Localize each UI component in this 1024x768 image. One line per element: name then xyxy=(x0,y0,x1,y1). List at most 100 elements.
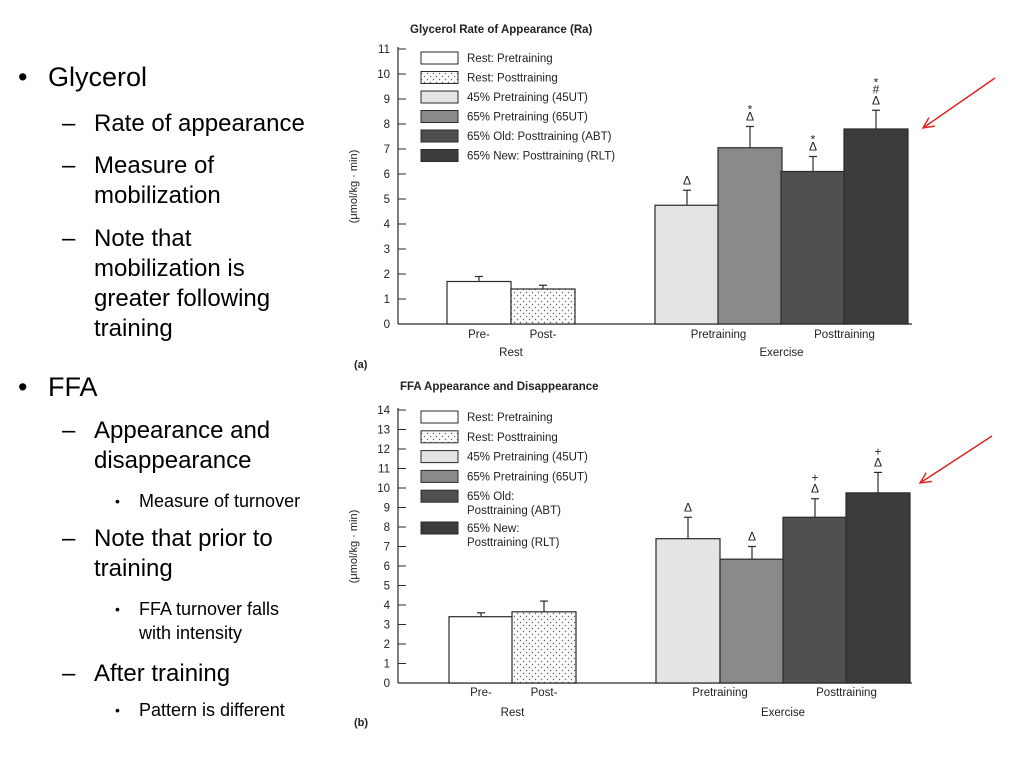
panel-label: (b) xyxy=(354,717,368,729)
x-tick-label: Post- xyxy=(531,687,558,699)
y-tick-label: 8 xyxy=(384,522,390,534)
bar xyxy=(719,558,785,684)
significance-mark: Δ xyxy=(748,530,756,544)
y-tick-label: 3 xyxy=(384,244,390,256)
red-arrow-head-icon xyxy=(918,472,932,484)
y-tick-label: 10 xyxy=(377,483,390,495)
bullet-dot: • xyxy=(18,372,28,402)
bar xyxy=(510,288,576,325)
bullet-text: Note that prior to xyxy=(94,525,273,552)
bullet-dot: • xyxy=(115,702,120,718)
y-tick-label: 2 xyxy=(384,639,390,651)
legend-label-line: 65% Pretraining (65UT) xyxy=(467,471,588,483)
legend-swatch xyxy=(420,410,459,424)
significance-mark: Δ xyxy=(746,110,754,124)
legend-label: 65% Pretraining (65UT) xyxy=(467,471,588,483)
legend-label-line: Posttraining (RLT) xyxy=(467,537,560,549)
legend-label-line: 65% Old: xyxy=(467,491,514,503)
bullet-text: mobilization is xyxy=(94,255,245,282)
significance-mark: * xyxy=(748,103,753,117)
y-tick-label: 10 xyxy=(377,69,390,81)
legend-label: Rest: Posttraining xyxy=(467,432,558,444)
chart-title: FFA Appearance and Disappearance xyxy=(400,381,599,393)
x-tick-label: Pretraining xyxy=(692,687,748,699)
sub-bullet-appearance: – Appearance and disappearance xyxy=(62,416,270,476)
significance-mark: + xyxy=(811,471,818,485)
red-arrow-line xyxy=(919,435,993,484)
legend-swatch xyxy=(420,521,459,535)
bullet-text: greater following xyxy=(94,285,271,312)
x-tick-label: Pre- xyxy=(470,687,492,699)
x-group-label: Exercise xyxy=(761,707,805,719)
sub-bullet-rate: – Rate of appearance xyxy=(62,109,305,139)
sub-bullet-note2: – Note that prior to training xyxy=(62,524,273,584)
bullet-glycerol: • Glycerol xyxy=(18,62,147,93)
significance-mark: Δ xyxy=(874,455,882,469)
y-tick-label: 12 xyxy=(377,444,390,456)
legend-label-line: 65% New: xyxy=(467,523,519,535)
bullet-text: Measure of turnover xyxy=(139,491,301,511)
x-group-label: Exercise xyxy=(759,347,803,359)
x-tick-label: Posttraining xyxy=(814,329,875,341)
bullet-list: • Glycerol – Rate of appearance – Measure o… xyxy=(0,0,350,768)
legend-label-line: 65% New: Posttraining (RLT) xyxy=(467,151,615,163)
legend-label: 65% Old: Posttraining (ABT) xyxy=(467,491,561,517)
x-tick-label: Pre- xyxy=(468,329,490,341)
bar xyxy=(654,204,720,325)
bar xyxy=(845,492,911,684)
bullet-text: training xyxy=(94,315,173,342)
y-tick-label: 7 xyxy=(384,144,390,156)
bullet-dot: • xyxy=(115,601,120,617)
bullet-dash: – xyxy=(62,417,76,444)
bar xyxy=(843,128,909,325)
y-tick-label: 5 xyxy=(384,581,390,593)
bullet-text: Note that xyxy=(94,225,192,252)
bullet-text: disappearance xyxy=(94,447,252,474)
y-tick-label: 14 xyxy=(377,405,390,417)
y-tick-label: 8 xyxy=(384,119,390,131)
significance-mark: Δ xyxy=(872,93,880,107)
sub-bullet-measure: – Measure of mobilization xyxy=(62,151,221,211)
legend-label-line: Rest: Pretraining xyxy=(467,53,553,65)
y-tick-label: 9 xyxy=(384,94,390,106)
bullet-text: FFA xyxy=(48,372,98,402)
y-tick-label: 1 xyxy=(384,294,390,306)
legend-label: Rest: Pretraining xyxy=(467,412,553,424)
bar xyxy=(782,516,848,684)
significance-mark: * xyxy=(874,75,879,89)
bullet-text: After training xyxy=(94,660,231,687)
legend-label-line: 45% Pretraining (45UT) xyxy=(467,92,588,104)
significance-mark: Δ xyxy=(683,173,691,187)
red-arrow-line xyxy=(922,77,996,129)
y-tick-label: 0 xyxy=(384,319,390,331)
bullet-text: with intensity xyxy=(139,623,243,643)
legend-swatch xyxy=(420,489,459,503)
bar xyxy=(780,170,846,325)
y-tick-label: 9 xyxy=(384,503,390,515)
bar xyxy=(655,538,721,684)
bar xyxy=(446,280,512,325)
y-axis-label: (μmol/kg · min) xyxy=(348,150,360,224)
bullet-dash: – xyxy=(62,110,76,137)
chart-glycerol: Glycerol Rate of Appearance (Ra) 0 1 2 3 4 5 6 7… xyxy=(348,24,996,371)
significance-mark: Δ xyxy=(684,500,692,514)
legend-label: Rest: Pretraining xyxy=(467,53,553,65)
significance-mark: * xyxy=(811,133,816,147)
y-tick-label: 6 xyxy=(384,561,390,573)
chart-title: Glycerol Rate of Appearance (Ra) xyxy=(410,24,593,36)
significance-mark: Δ xyxy=(811,482,819,496)
bar xyxy=(511,611,577,684)
bullet-dash: – xyxy=(62,660,76,687)
legend-label-line: Rest: Posttraining xyxy=(467,73,558,85)
bullet-dash: – xyxy=(62,152,76,179)
bullet-text: Pattern is different xyxy=(139,700,285,720)
y-tick-label: 4 xyxy=(384,600,391,612)
sub-bullet-after: – After training xyxy=(62,659,231,689)
y-tick-label: 13 xyxy=(377,425,390,437)
legend-label-line: Posttraining (ABT) xyxy=(467,505,561,517)
bullet-text: FFA turnover falls xyxy=(139,599,280,619)
bullet-text: Measure of xyxy=(94,152,215,179)
bullet-text: Rate of appearance xyxy=(94,110,305,137)
legend-swatch xyxy=(420,51,459,65)
sub-sub-bullet-turnover: • Measure of turnover xyxy=(115,489,301,513)
